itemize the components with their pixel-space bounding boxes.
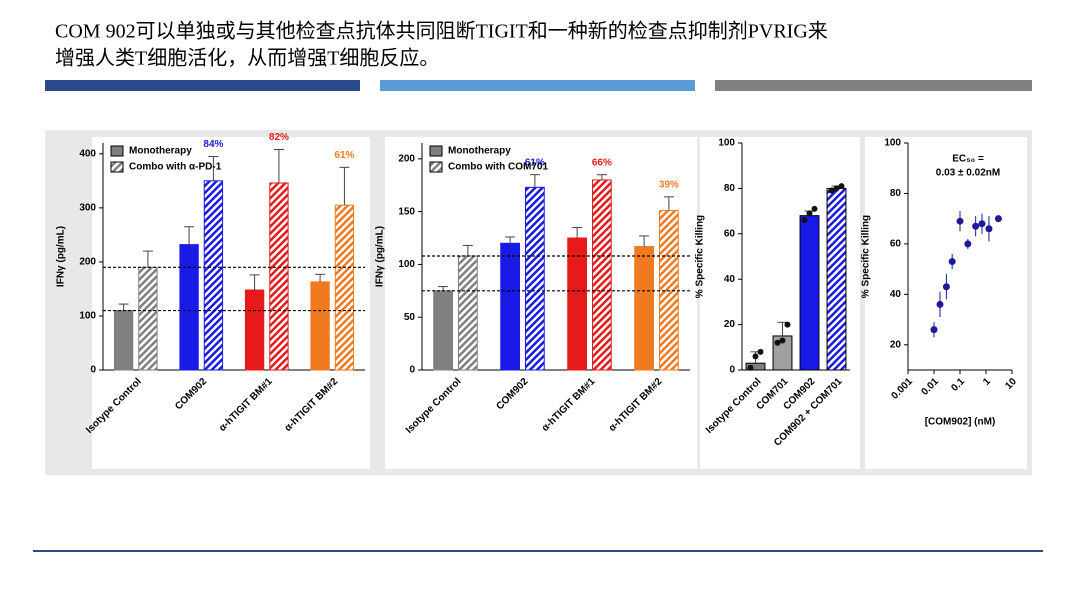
data-point: [972, 222, 980, 230]
data-point: [930, 326, 938, 334]
slide-title: 增强人类T细胞活化，从而增强T细胞反应。: [55, 47, 439, 70]
bar: [525, 186, 545, 371]
y-axis-label: % Specific Killing: [861, 215, 872, 298]
data-point: [806, 210, 813, 217]
data-point: [994, 215, 1002, 223]
bar: [269, 182, 289, 371]
y-tick-label: 20: [890, 339, 902, 350]
bar: [634, 245, 654, 371]
y-axis-label: % Specific Killing: [695, 215, 706, 298]
data-point: [942, 283, 950, 291]
legend-swatch: [110, 161, 124, 173]
bar: [203, 180, 224, 371]
data-point: [833, 185, 840, 192]
y-axis-label: IFNγ (pg/mL): [375, 226, 386, 287]
y-tick-label: 200: [79, 257, 96, 268]
increase-label: 61%: [525, 157, 545, 168]
y-tick-label: 0: [90, 365, 96, 376]
y-tick-label: 60: [724, 228, 736, 239]
bar: [179, 244, 199, 371]
data-point: [784, 321, 791, 328]
x-axis-label: [COM902] (nM): [925, 417, 996, 428]
bar: [500, 242, 520, 371]
bar: [244, 289, 265, 371]
annotation: 0.03 ± 0.02nM: [936, 168, 1000, 179]
data-point: [964, 240, 972, 248]
y-tick-label: 50: [404, 312, 416, 323]
y-tick-label: 100: [884, 138, 901, 149]
data-point: [752, 353, 759, 360]
legend-swatch: [110, 145, 124, 157]
data-point: [948, 258, 956, 266]
bar: [433, 290, 453, 371]
data-point: [757, 348, 764, 355]
y-tick-label: 200: [398, 153, 415, 164]
data-point: [978, 220, 986, 228]
bar: [799, 215, 820, 371]
slide-title: COM 902可以单独或与其他检查点抗体共同阻断TIGIT和一种新的检查点抑制剂…: [55, 20, 828, 43]
data-point: [811, 205, 818, 212]
y-tick-label: 300: [79, 202, 96, 213]
increase-label: 66%: [592, 157, 612, 168]
bar: [138, 266, 158, 371]
y-tick-label: 60: [890, 239, 902, 250]
bar: [334, 204, 355, 371]
bar: [567, 237, 587, 371]
y-tick-label: 100: [398, 259, 415, 270]
data-point: [956, 217, 964, 225]
data-point: [838, 183, 845, 190]
increase-label: 39%: [659, 179, 679, 190]
data-point: [774, 339, 781, 346]
y-tick-label: 150: [398, 206, 415, 217]
legend-label: Monotherapy: [448, 146, 511, 157]
y-tick-label: 20: [724, 319, 736, 330]
y-tick-label: 100: [79, 311, 96, 322]
y-tick-label: 40: [890, 289, 902, 300]
header-bar: [715, 80, 1032, 91]
increase-label: 61%: [334, 150, 354, 161]
legend-swatch: [429, 145, 443, 157]
bar: [592, 179, 612, 371]
legend-label: Combo with COM701: [448, 162, 548, 173]
data-point: [828, 187, 835, 194]
y-tick-label: 0: [729, 365, 735, 376]
header-bar: [380, 80, 695, 91]
data-point: [936, 300, 944, 308]
bar: [113, 310, 134, 371]
y-tick-label: 80: [890, 188, 902, 199]
data-point: [801, 217, 808, 224]
annotation: EC₅₀ =: [952, 154, 984, 165]
data-point: [779, 337, 786, 344]
y-tick-label: 100: [718, 138, 735, 149]
y-tick-label: 80: [724, 183, 736, 194]
bar: [458, 255, 478, 371]
y-tick-label: 400: [79, 148, 96, 159]
data-point: [747, 364, 754, 371]
increase-label: 84%: [203, 139, 223, 150]
bar: [826, 187, 847, 371]
increase-label: 82%: [269, 132, 289, 143]
data-point: [985, 225, 993, 233]
bar: [310, 281, 330, 371]
y-tick-label: 40: [724, 274, 736, 285]
legend-label: Monotherapy: [129, 146, 192, 157]
legend-swatch: [429, 161, 443, 173]
y-axis-label: IFNγ (pg/mL): [56, 226, 67, 287]
header-bar: [45, 80, 360, 91]
y-tick-label: 0: [409, 365, 415, 376]
legend-label: Combo with α-PD-1: [129, 162, 222, 173]
chart-bg: [865, 137, 1027, 469]
